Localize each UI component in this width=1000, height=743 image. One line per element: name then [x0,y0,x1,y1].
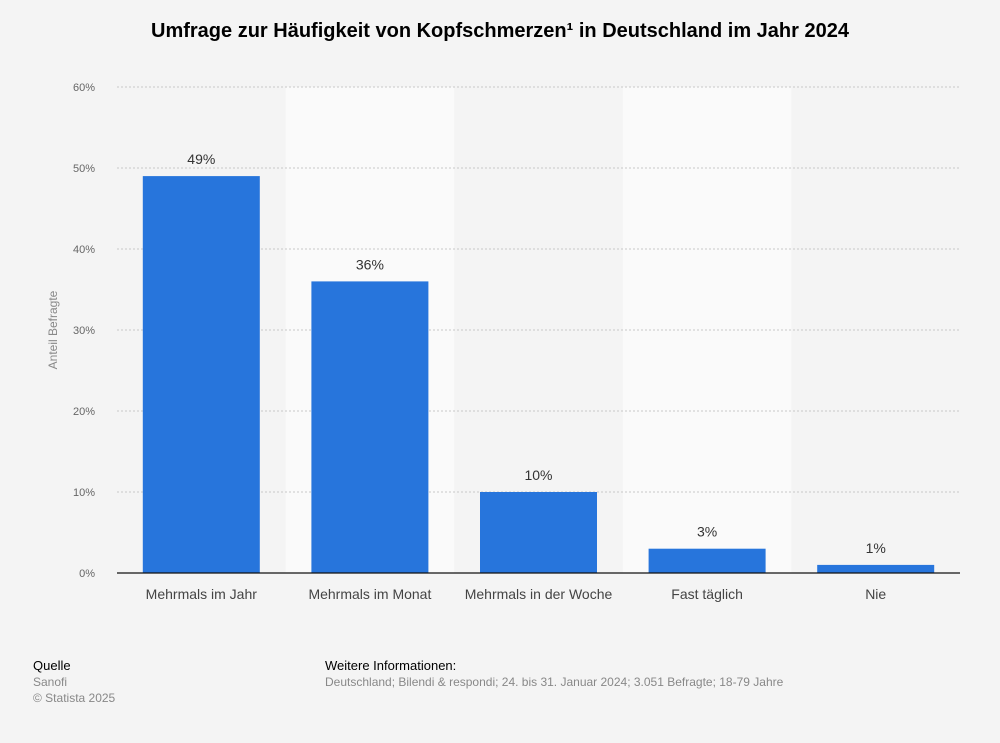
source-name: Sanofi [33,675,68,689]
info-block: Weitere Informationen: Deutschland; Bile… [325,658,783,690]
y-tick-label: 30% [73,325,95,337]
y-tick-label: 20% [73,406,95,418]
source-block: Quelle Sanofi © Statista 2025 [33,658,115,706]
y-tick-label: 10% [73,487,95,499]
info-text: Deutschland; Bilendi & respondi; 24. bis… [325,675,784,689]
chart-title: Umfrage zur Häufigkeit von Kopfschmerzen… [151,20,849,42]
source-label: Quelle [33,658,71,673]
data-label: 10% [524,467,552,483]
bar [311,281,429,573]
info-label: Weitere Informationen: [325,658,457,673]
data-label: 49% [187,151,215,167]
data-label: 36% [356,256,384,272]
y-tick-label: 50% [73,163,95,175]
y-tick-label: 40% [73,244,95,256]
bar [648,548,766,573]
bar [817,564,935,573]
bar [480,492,597,573]
x-tick-label: Mehrmals im Monat [308,586,431,602]
data-label: 1% [866,540,886,556]
copyright: © Statista 2025 [33,691,116,705]
y-tick-label: 0% [79,568,95,580]
x-tick-label: Mehrmals im Jahr [146,586,258,602]
data-label: 3% [697,524,717,540]
x-tick-label: Mehrmals in der Woche [465,586,613,602]
y-tick-label: 60% [73,82,95,94]
bar [142,176,260,573]
x-tick-label: Nie [865,586,886,602]
y-axis-title: Anteil Befragte [46,290,60,369]
x-tick-label: Fast täglich [671,586,743,602]
bar-chart: 0% 10% 20% 30% 40% 50% 60% Anteil Befragte 49% Me… [46,82,960,602]
